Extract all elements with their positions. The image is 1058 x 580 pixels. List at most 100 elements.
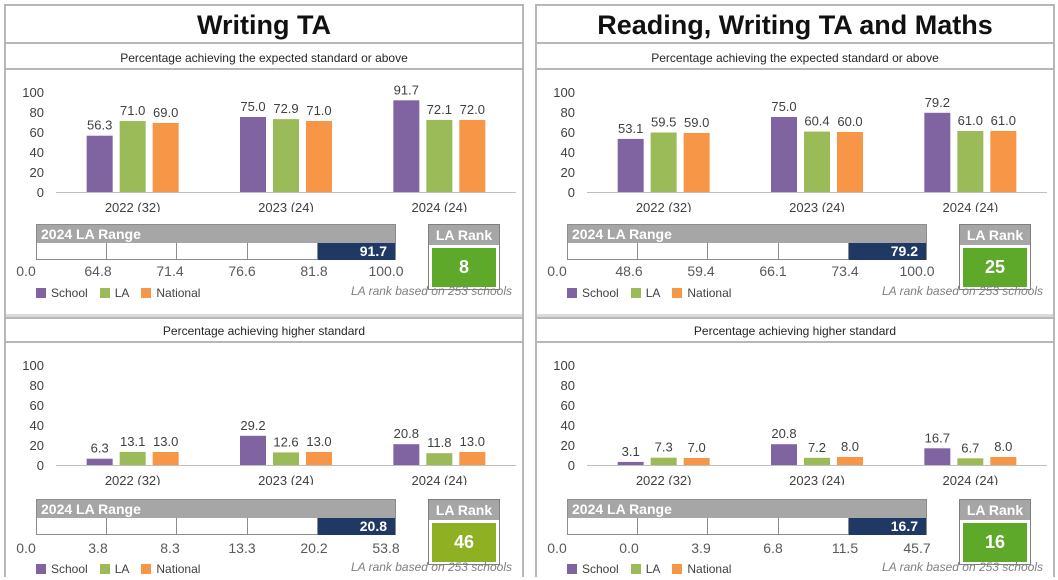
legend-item-school: School: [36, 562, 88, 576]
la-rank-box: LA Rank 8: [428, 224, 500, 290]
la-range-ticks: 0.0 3.8 8.3 13.3 20.2 53.8: [16, 540, 426, 556]
data-label: 56.3: [87, 118, 112, 133]
data-label: 6.3: [91, 441, 109, 456]
bar-chart: 0 20 40 60 80 100 53.1 59.5 59.0 2022 (32) 75.0 60.…: [553, 85, 1047, 212]
la-range-ticks: 0.0 64.8 71.4 76.6 81.8 100.0: [16, 263, 426, 279]
bar-national: [306, 452, 332, 465]
legend-swatch: [630, 288, 641, 298]
la-range-strip: 91.7: [37, 243, 396, 260]
y-tick-label: 40: [561, 145, 575, 160]
data-label: 12.6: [273, 434, 298, 449]
bar-national: [152, 123, 179, 192]
data-label: 72.1: [427, 102, 452, 117]
panel-expected-standard: Percentage achieving the expected standa…: [6, 46, 522, 314]
bar-national: [306, 121, 332, 192]
la-rank-value: 25: [963, 248, 1027, 287]
la-range-label: 2024 LA Range: [568, 225, 926, 243]
legend-label: School: [582, 286, 619, 300]
bar-la: [650, 132, 677, 192]
la-range-box: 2024 LA Range 91.7: [36, 224, 396, 260]
panel-divider: [537, 314, 1053, 317]
legend-label: National: [687, 286, 732, 300]
legend-label: School: [582, 562, 619, 576]
data-label: 11.8: [427, 435, 451, 450]
rank-note: LA rank based on 253 schools: [882, 284, 1043, 298]
panel-subtitle: Percentage achieving higher standard: [537, 319, 1053, 343]
range-tick-label: 8.3: [160, 540, 180, 556]
range-cell: [107, 243, 178, 260]
legend-item-school: School: [567, 286, 619, 300]
data-label: 69.0: [153, 105, 178, 120]
legend-item-la: LA: [630, 286, 660, 300]
bar-school: [393, 100, 420, 192]
y-tick-label: 100: [553, 85, 575, 100]
bar-national: [683, 458, 710, 465]
category-label: 2022 (32): [636, 473, 692, 485]
range-cell: [177, 518, 248, 535]
data-label: 53.1: [618, 121, 643, 136]
panel-higher-standard: Percentage achieving higher standard 0 20…: [6, 317, 522, 577]
bar-chart: 0 20 40 60 80 100 3.1 7.3 7.0 2022 (32) 20.8 7.2 8.0…: [553, 358, 1047, 485]
bar-national: [837, 132, 863, 192]
la-rank-label: LA Rank: [429, 500, 499, 520]
range-tick-label: 11.5: [831, 540, 859, 556]
data-label: 71.0: [120, 103, 145, 118]
bar-la: [426, 453, 453, 465]
range-cell: [708, 243, 779, 260]
range-tick-label: 59.4: [687, 263, 715, 279]
school-range-marker: 91.7: [317, 243, 396, 260]
legend-label: National: [156, 562, 201, 576]
data-label: 79.2: [925, 95, 950, 110]
data-label: 7.3: [655, 440, 673, 455]
category-label: 2022 (32): [636, 200, 692, 212]
data-label: 61.0: [991, 113, 1016, 128]
rank-note: LA rank based on 253 schools: [351, 560, 512, 574]
la-rank-box: LA Rank 16: [959, 499, 1031, 565]
la-range-box: 2024 LA Range 20.8: [36, 499, 396, 535]
range-tick-label: 100.0: [368, 263, 404, 279]
legend-item-la: LA: [99, 286, 130, 300]
y-tick-label: 20: [30, 438, 44, 453]
range-tick-label: 100.0: [899, 263, 935, 279]
y-tick-label: 80: [30, 105, 44, 120]
panel-expected-standard: Percentage achieving the expected standa…: [537, 46, 1053, 314]
legend-label: National: [156, 286, 201, 300]
data-label: 3.1: [622, 444, 640, 459]
la-rank-value: 16: [963, 523, 1027, 562]
legend-label: LA: [114, 286, 130, 300]
y-tick-label: 20: [561, 438, 575, 453]
y-tick-label: 0: [37, 458, 44, 473]
bar-la: [119, 451, 146, 465]
category-label: 2024 (24): [412, 200, 468, 212]
legend-swatch: [567, 564, 577, 574]
bar-la: [650, 457, 677, 465]
range-tick-label: 13.3: [228, 540, 256, 556]
data-label: 75.0: [240, 99, 265, 114]
range-cell: [177, 243, 248, 260]
range-tick-label: 3.8: [88, 540, 108, 556]
range-tick-label: 64.8: [84, 263, 112, 279]
la-rank-value: 46: [432, 523, 496, 562]
la-rank-label: LA Rank: [960, 225, 1030, 245]
y-tick-label: 100: [22, 358, 44, 373]
y-tick-label: 80: [30, 378, 44, 393]
y-tick-label: 20: [30, 165, 44, 180]
legend-swatch: [141, 564, 152, 574]
school-range-marker: 16.7: [848, 518, 927, 535]
legend-item-school: School: [567, 562, 619, 576]
data-label: 20.8: [394, 426, 419, 441]
legend-swatch: [99, 564, 110, 574]
panel-subtitle: Percentage achieving higher standard: [6, 319, 522, 343]
y-tick-label: 80: [561, 105, 575, 120]
legend-label: LA: [645, 562, 661, 576]
bar-la: [804, 131, 830, 192]
chart-legend: School LA National: [567, 562, 743, 578]
column-title: Writing TA: [6, 6, 522, 44]
la-range-strip: 79.2: [568, 243, 927, 260]
range-cell: [638, 518, 709, 535]
bar-la: [273, 119, 299, 192]
rank-note: LA rank based on 253 schools: [882, 560, 1043, 574]
data-label: 75.0: [771, 99, 796, 114]
y-tick-label: 40: [30, 418, 44, 433]
range-cell: [37, 518, 108, 535]
